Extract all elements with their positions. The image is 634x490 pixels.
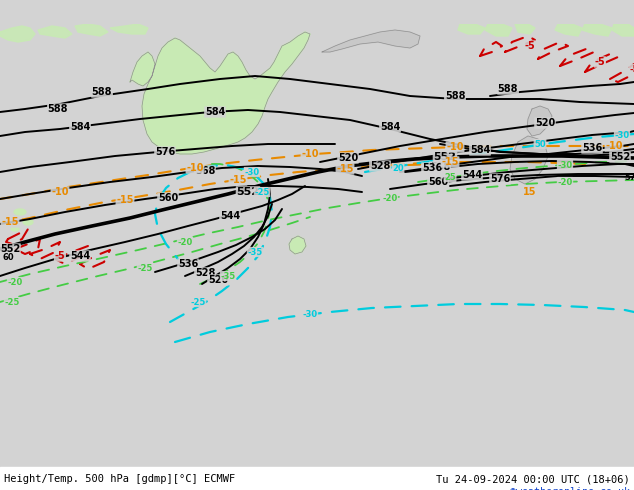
Text: -10: -10 — [446, 142, 463, 152]
Text: -10: -10 — [605, 141, 623, 151]
Text: -15: -15 — [230, 175, 247, 185]
Polygon shape — [38, 26, 72, 38]
Text: 552: 552 — [0, 244, 20, 254]
Polygon shape — [515, 24, 535, 34]
Text: -25: -25 — [254, 188, 269, 196]
Text: Tu 24-09-2024 00:00 UTC (18+06): Tu 24-09-2024 00:00 UTC (18+06) — [436, 474, 630, 484]
Text: ©weatheronline.co.uk: ©weatheronline.co.uk — [510, 487, 630, 490]
Text: -20: -20 — [382, 194, 398, 202]
Text: -15: -15 — [441, 157, 459, 167]
Polygon shape — [289, 236, 306, 254]
Text: -20: -20 — [178, 238, 193, 246]
Text: 588: 588 — [444, 91, 465, 101]
Text: 25: 25 — [444, 172, 456, 181]
Polygon shape — [130, 32, 310, 154]
Polygon shape — [322, 30, 420, 52]
Text: 520: 520 — [535, 118, 555, 128]
Text: 60: 60 — [2, 252, 14, 262]
Text: -5: -5 — [595, 57, 605, 67]
Text: -15: -15 — [1, 217, 19, 227]
Text: 528: 528 — [370, 161, 390, 171]
Text: -10: -10 — [51, 187, 68, 197]
Text: 584: 584 — [470, 145, 490, 155]
Text: -20: -20 — [557, 177, 573, 187]
Text: 552: 552 — [610, 152, 630, 162]
Text: -25: -25 — [190, 297, 205, 307]
Text: Height/Temp. 500 hPa [gdmp][°C] ECMWF: Height/Temp. 500 hPa [gdmp][°C] ECMWF — [4, 474, 235, 484]
Polygon shape — [527, 106, 552, 136]
Polygon shape — [555, 24, 582, 36]
Text: 20: 20 — [392, 164, 404, 172]
Text: 560: 560 — [428, 177, 448, 187]
Text: 552: 552 — [434, 152, 456, 162]
Text: 536: 536 — [178, 259, 198, 269]
Text: 584: 584 — [380, 122, 400, 132]
Polygon shape — [510, 136, 548, 184]
Text: -10: -10 — [186, 163, 204, 173]
Text: 50: 50 — [534, 140, 546, 148]
Text: 528: 528 — [195, 268, 215, 278]
Text: -25: -25 — [4, 297, 20, 307]
Text: 584: 584 — [205, 107, 225, 117]
Polygon shape — [485, 24, 512, 36]
Polygon shape — [458, 24, 485, 34]
Polygon shape — [14, 209, 26, 215]
Text: -35: -35 — [221, 271, 236, 280]
Text: 544: 544 — [462, 170, 482, 180]
Text: 544: 544 — [70, 251, 90, 261]
Text: -10: -10 — [301, 149, 319, 159]
Text: -15: -15 — [116, 195, 134, 205]
Polygon shape — [0, 26, 35, 42]
Polygon shape — [110, 24, 148, 34]
Text: 536: 536 — [582, 143, 602, 153]
Text: -35: -35 — [247, 247, 262, 256]
Polygon shape — [612, 24, 634, 36]
Text: -30: -30 — [245, 168, 259, 176]
Text: -25: -25 — [138, 264, 153, 272]
Text: 544: 544 — [220, 211, 240, 221]
Text: 576: 576 — [490, 174, 510, 184]
Text: 560: 560 — [158, 193, 178, 203]
Text: -5: -5 — [524, 41, 535, 51]
Polygon shape — [582, 24, 612, 36]
Text: 15: 15 — [523, 187, 537, 197]
Text: 568: 568 — [195, 166, 215, 176]
Text: -5: -5 — [55, 251, 65, 261]
Polygon shape — [75, 24, 108, 36]
Text: 588: 588 — [92, 87, 112, 97]
Text: 584: 584 — [70, 122, 90, 132]
Text: -20: -20 — [8, 277, 23, 287]
Polygon shape — [0, 467, 634, 490]
Text: -30: -30 — [302, 310, 318, 318]
Text: 588: 588 — [48, 104, 68, 114]
Text: -5: -5 — [630, 65, 634, 74]
Text: -30: -30 — [614, 130, 630, 140]
Text: 57: 57 — [624, 172, 634, 181]
Text: 536: 536 — [422, 163, 442, 173]
Text: 520: 520 — [208, 275, 228, 285]
Polygon shape — [23, 219, 33, 225]
Text: -30: -30 — [557, 161, 573, 170]
Text: -15: -15 — [336, 164, 354, 174]
Text: 568: 568 — [430, 162, 450, 172]
Polygon shape — [11, 227, 19, 231]
Text: 520: 520 — [338, 153, 358, 163]
Text: 552: 552 — [236, 187, 259, 197]
Text: 588: 588 — [498, 84, 518, 94]
Text: 576: 576 — [155, 147, 175, 157]
